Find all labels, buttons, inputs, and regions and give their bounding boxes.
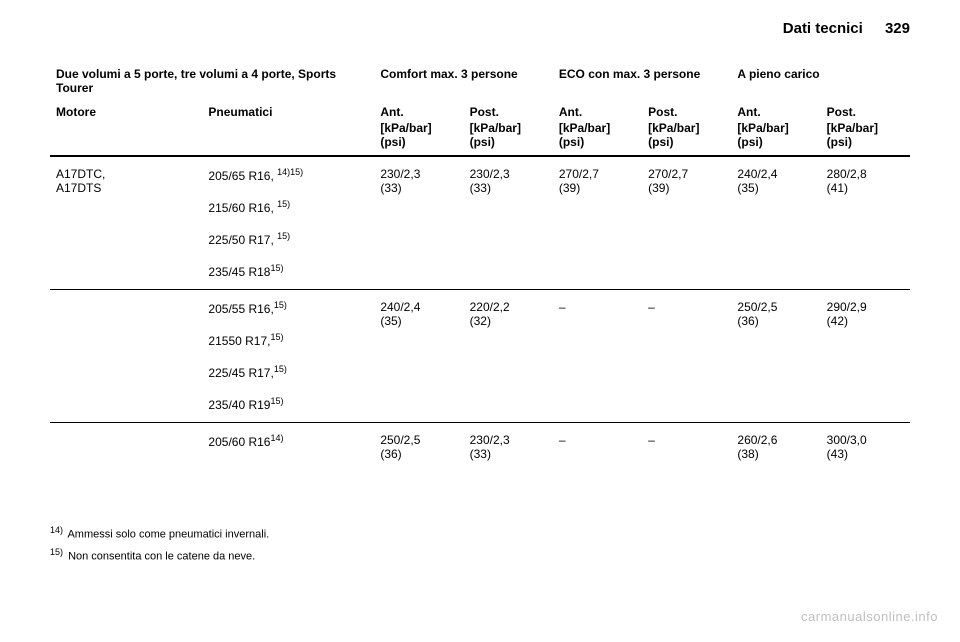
unit: [kPa/bar] (psi)	[553, 121, 642, 156]
col-engine-header: Motore	[50, 101, 202, 121]
tyres-cell: 205/55 R16,15) 21550 R17,15) 225/45 R17,15…	[202, 290, 374, 423]
unit: [kPa/bar] (psi)	[464, 121, 553, 156]
tyre-size: 225/50 R17, 15)	[208, 231, 368, 247]
pressure-cell: –	[553, 423, 642, 466]
col-header: Ant.	[731, 101, 820, 121]
unit: [kPa/bar] (psi)	[731, 121, 820, 156]
unit: [kPa/bar] (psi)	[642, 121, 731, 156]
pressure-cell: 270/2,7(39)	[642, 156, 731, 290]
table-row: 205/60 R1614)250/2,5(36)230/2,3(33)––260…	[50, 423, 910, 466]
unit: [kPa/bar] (psi)	[821, 121, 910, 156]
tyre-size: 21550 R17,15)	[208, 332, 368, 348]
page-header: Dati tecnici 329	[50, 20, 910, 37]
footnote-ref: 15)	[274, 364, 287, 374]
pressure-cell: 230/2,3(33)	[374, 156, 463, 290]
col-tyres-header: Pneumatici	[202, 101, 374, 121]
footnotes: 14) Ammessi solo come pneumatici inverna…	[50, 525, 910, 562]
unit: [kPa/bar] (psi)	[374, 121, 463, 156]
footnote-ref: 15)	[277, 199, 290, 209]
footnote: 15) Non consentita con le catene da neve…	[50, 547, 910, 563]
pressure-cell: 230/2,3(33)	[464, 156, 553, 290]
engine-cell: A17DTC, A17DTS	[50, 156, 202, 290]
table-row: A17DTC, A17DTS 205/65 R16, 14)15) 215/60 R…	[50, 156, 910, 290]
pressure-cell: 250/2,5(36)	[731, 290, 820, 423]
tyre-size: 205/55 R16,15)	[208, 300, 368, 316]
engine-cell	[50, 423, 202, 466]
pressure-cell: 260/2,6(38)	[731, 423, 820, 466]
footnote-text: Non consentita con le catene da neve.	[65, 550, 255, 562]
pressure-cell: 290/2,9(42)	[821, 290, 910, 423]
tyre-size: 205/65 R16, 14)15)	[208, 167, 368, 183]
tyres-cell: 205/65 R16, 14)15) 215/60 R16, 15) 225/50 …	[202, 156, 374, 290]
tyres-cell: 205/60 R1614)	[202, 423, 374, 466]
tyre-size: 235/40 R1915)	[208, 396, 368, 412]
pressure-cell: –	[553, 290, 642, 423]
footnote-ref: 15)	[270, 396, 283, 406]
engine-cell	[50, 290, 202, 423]
pressure-cell: 270/2,7(39)	[553, 156, 642, 290]
footnote-ref: 14)	[270, 433, 283, 443]
pressure-cell: 240/2,4(35)	[731, 156, 820, 290]
footnote-ref: 15)	[270, 332, 283, 342]
pressure-cell: 240/2,4(35)	[374, 290, 463, 423]
footnote-ref: 14)15)	[277, 167, 303, 177]
col-header: Ant.	[374, 101, 463, 121]
watermark: carmanualsonline.info	[801, 609, 938, 624]
footnote-text: Ammessi solo come pneumatici invernali.	[65, 529, 269, 541]
col-header: Ant.	[553, 101, 642, 121]
pressure-cell: 280/2,8(41)	[821, 156, 910, 290]
tyre-size: 205/60 R1614)	[208, 433, 368, 449]
pressure-cell: –	[642, 290, 731, 423]
tyre-size: 235/45 R1815)	[208, 263, 368, 279]
pressure-cell: 220/2,2(32)	[464, 290, 553, 423]
group-eco: ECO con max. 3 persone	[553, 67, 732, 101]
tyre-pressure-table: Due volumi a 5 porte, tre volumi a 4 por…	[50, 67, 910, 465]
pressure-cell: 250/2,5(36)	[374, 423, 463, 466]
pressure-cell: 230/2,3(33)	[464, 423, 553, 466]
table-title: Due volumi a 5 porte, tre volumi a 4 por…	[50, 67, 374, 101]
footnote-ref: 15)	[270, 263, 283, 273]
tyre-size: 225/45 R17,15)	[208, 364, 368, 380]
pressure-cell: –	[642, 423, 731, 466]
footnote-ref: 15)	[277, 231, 290, 241]
col-header: Post.	[464, 101, 553, 121]
footnote-ref: 15)	[274, 300, 287, 310]
section-title: Dati tecnici	[783, 20, 863, 37]
table-row: 205/55 R16,15) 21550 R17,15) 225/45 R17,15…	[50, 290, 910, 423]
footnote-num: 14)	[50, 525, 63, 535]
group-comfort: Comfort max. 3 persone	[374, 67, 553, 101]
page-number: 329	[885, 20, 910, 37]
col-header: Post.	[821, 101, 910, 121]
footnote-num: 15)	[50, 547, 63, 557]
pressure-cell: 300/3,0(43)	[821, 423, 910, 466]
tyre-size: 215/60 R16, 15)	[208, 199, 368, 215]
footnote: 14) Ammessi solo come pneumatici inverna…	[50, 525, 910, 541]
col-header: Post.	[642, 101, 731, 121]
group-full: A pieno carico	[731, 67, 910, 101]
